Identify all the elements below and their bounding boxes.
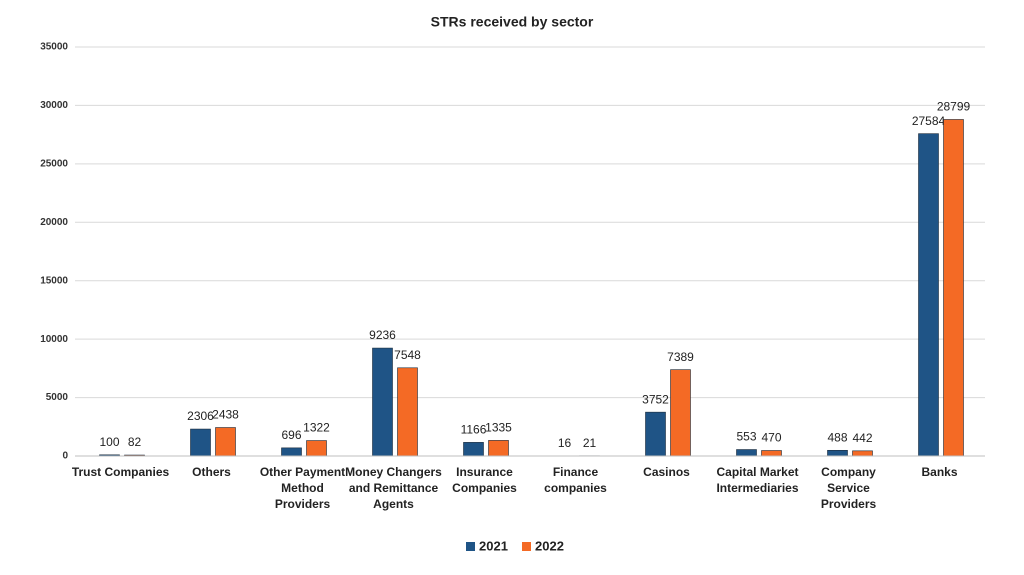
x-tick-label-box: Others [192,465,231,479]
legend-label: 2021 [479,538,508,553]
y-tick-label: 5000 [46,392,69,403]
bar [943,119,964,457]
x-tick-label: Finance companies [544,465,607,495]
bar [215,427,236,457]
value-label: 1322 [303,421,330,435]
value-label: 7548 [394,348,421,362]
y-tick-label: 35000 [40,42,68,53]
value-label: 2306 [187,409,214,423]
x-tick-label: Other Payment Method Providers [259,465,346,511]
y-tick-label: 15000 [40,275,68,286]
x-tick-label: Trust Companies [71,465,170,479]
bar [463,442,484,457]
bar [488,440,509,457]
bar [670,369,691,457]
value-label: 7389 [667,350,694,364]
x-tick-label-box: Other Payment Method Providers [259,465,346,511]
bar [306,440,327,457]
x-tick-label-box: Insurance Companies [452,465,517,495]
y-tick-label: 10000 [40,334,68,345]
value-label: 1335 [485,421,512,435]
bar [761,450,782,457]
y-tick-label: 0 [62,451,68,462]
value-label: 470 [761,431,781,445]
y-tick-label: 20000 [40,217,68,228]
value-label: 442 [852,431,872,445]
value-label: 21 [583,436,597,450]
value-label: 2438 [212,408,239,422]
bar [918,133,939,457]
y-tick-label: 25000 [40,158,68,169]
value-label: 488 [827,430,847,444]
x-tick-label-box: Banks [921,465,958,479]
x-tick-label: Money Changers and Remittance Agents [345,465,442,511]
x-tick-label: Capital Market Intermediaries [716,465,799,495]
value-label: 28799 [937,100,971,114]
x-tick-label: Insurance Companies [452,465,517,495]
value-label: 82 [128,435,142,449]
bar [281,447,302,457]
x-tick-label: Others [192,465,231,479]
legend-swatch [522,542,531,551]
bar [827,449,848,457]
value-label: 3752 [642,392,669,406]
bar [372,347,393,457]
x-tick-label: Casinos [643,465,690,479]
x-tick-label-box: Capital Market Intermediaries [716,465,799,495]
value-label: 9236 [369,328,396,342]
value-label: 1166 [461,423,487,437]
legend-label: 2022 [535,538,564,553]
bar [190,428,211,457]
value-label: 696 [281,428,301,442]
chart-title: STRs received by sector [431,14,594,30]
bar [645,411,666,457]
x-tick-label-box: Company Service Providers [820,465,877,511]
x-tick-label: Banks [921,465,958,479]
value-label: 27584 [912,114,946,128]
value-label: 16 [558,436,572,450]
value-label: 100 [99,435,119,449]
x-tick-label: Company Service Providers [820,465,877,511]
bar [736,449,757,457]
value-label: 553 [736,430,756,444]
bar [852,450,873,457]
y-tick-label: 30000 [40,100,68,111]
x-tick-label-box: Money Changers and Remittance Agents [345,465,442,511]
legend-swatch [466,542,475,551]
bar [397,367,418,457]
x-tick-label-box: Finance companies [544,465,607,495]
x-tick-label-box: Trust Companies [71,465,170,479]
x-tick-label-box: Casinos [643,465,690,479]
